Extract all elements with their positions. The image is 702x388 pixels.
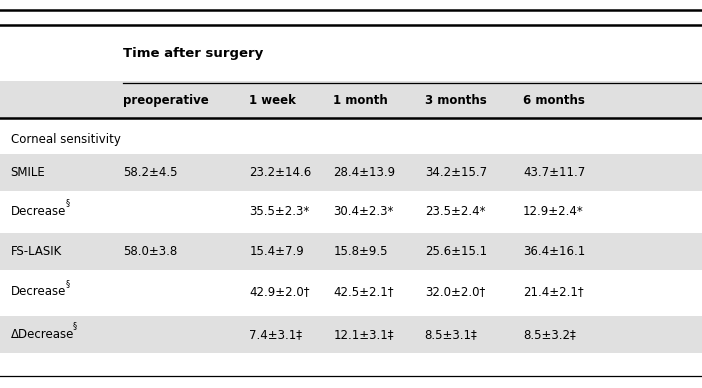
Text: §: §: [65, 279, 69, 288]
Text: 23.2±14.6: 23.2±14.6: [249, 166, 312, 179]
Text: Decrease: Decrease: [11, 205, 66, 218]
Bar: [0, 81, 702, 119]
Text: SMILE: SMILE: [11, 166, 46, 179]
Text: 25.6±15.1: 25.6±15.1: [425, 245, 486, 258]
Text: 3 months: 3 months: [425, 94, 486, 107]
Text: 15.8±9.5: 15.8±9.5: [333, 245, 388, 258]
Text: §: §: [65, 198, 69, 208]
Text: 30.4±2.3*: 30.4±2.3*: [333, 205, 394, 218]
Text: ΔDecrease: ΔDecrease: [11, 328, 74, 341]
Text: Time after surgery: Time after surgery: [123, 47, 263, 60]
Text: 32.0±2.0†: 32.0±2.0†: [425, 285, 485, 298]
Text: 28.4±13.9: 28.4±13.9: [333, 166, 395, 179]
Bar: [0, 233, 702, 270]
Text: 12.1±3.1‡: 12.1±3.1‡: [333, 328, 394, 341]
Text: 42.5±2.1†: 42.5±2.1†: [333, 285, 394, 298]
Text: 1 month: 1 month: [333, 94, 388, 107]
Text: 58.0±3.8: 58.0±3.8: [123, 245, 177, 258]
Text: 36.4±16.1: 36.4±16.1: [523, 245, 585, 258]
Text: 12.9±2.4*: 12.9±2.4*: [523, 205, 584, 218]
Text: 8.5±3.1‡: 8.5±3.1‡: [425, 328, 477, 341]
Text: Corneal sensitivity: Corneal sensitivity: [11, 133, 121, 146]
Text: 23.5±2.4*: 23.5±2.4*: [425, 205, 485, 218]
Text: 35.5±2.3*: 35.5±2.3*: [249, 205, 310, 218]
Text: 43.7±11.7: 43.7±11.7: [523, 166, 585, 179]
Text: §: §: [72, 321, 77, 331]
Text: Decrease: Decrease: [11, 285, 66, 298]
Text: 6 months: 6 months: [523, 94, 585, 107]
Text: 1 week: 1 week: [249, 94, 296, 107]
Text: 34.2±15.7: 34.2±15.7: [425, 166, 486, 179]
Text: 8.5±3.2‡: 8.5±3.2‡: [523, 328, 576, 341]
Text: 7.4±3.1‡: 7.4±3.1‡: [249, 328, 302, 341]
Text: 21.4±2.1†: 21.4±2.1†: [523, 285, 583, 298]
Text: 58.2±4.5: 58.2±4.5: [123, 166, 178, 179]
Text: preoperative: preoperative: [123, 94, 208, 107]
Text: FS-LASIK: FS-LASIK: [11, 245, 62, 258]
Text: 15.4±7.9: 15.4±7.9: [249, 245, 304, 258]
Bar: [0, 316, 702, 353]
Text: 42.9±2.0†: 42.9±2.0†: [249, 285, 310, 298]
Bar: [0, 154, 702, 191]
